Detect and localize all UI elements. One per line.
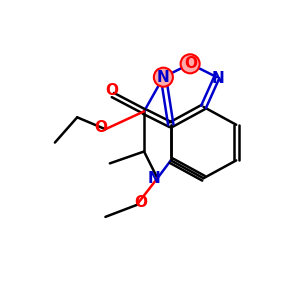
Text: N: N xyxy=(148,171,161,186)
Text: O: O xyxy=(135,194,148,209)
Text: N: N xyxy=(212,71,225,86)
Text: O: O xyxy=(184,56,197,71)
Circle shape xyxy=(181,54,200,73)
Text: N: N xyxy=(156,70,169,85)
Text: O: O xyxy=(105,83,118,98)
Text: O: O xyxy=(94,120,107,135)
Circle shape xyxy=(154,68,173,87)
